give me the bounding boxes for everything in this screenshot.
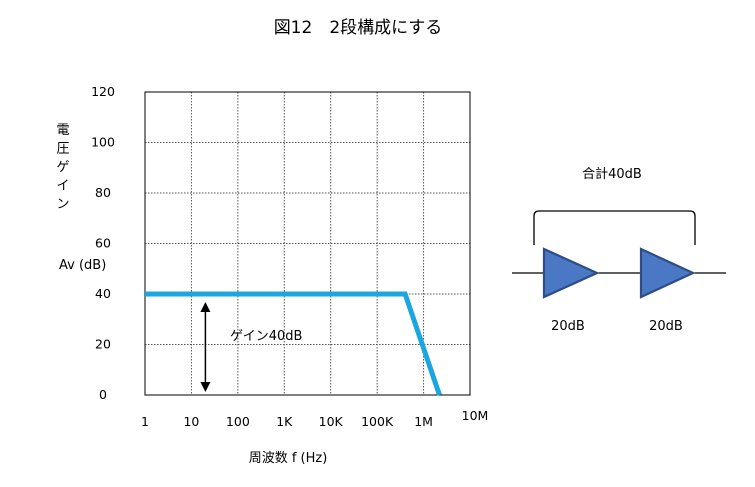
x-tick-label: 1M bbox=[414, 414, 433, 429]
series-line-gain bbox=[145, 291, 442, 396]
y-axis-label-char: イ bbox=[56, 179, 69, 194]
plot-area bbox=[144, 91, 471, 396]
arrow-head-up bbox=[200, 302, 211, 312]
y-tick-label: 0 bbox=[99, 387, 107, 402]
total-bracket bbox=[533, 210, 696, 245]
stage-2-gain-label: 20dB bbox=[649, 319, 683, 334]
x-tick-label: 1K bbox=[276, 414, 293, 429]
y-tick-label: 100 bbox=[91, 135, 115, 150]
x-tick-label: 100K bbox=[361, 414, 394, 429]
amplifier-diagram: 合計40dB 20dB 20dB bbox=[512, 166, 726, 334]
y-tick-label: 60 bbox=[95, 236, 111, 251]
x-tick-label: 1 bbox=[141, 414, 149, 429]
gain-annotation-label: ゲイン40dB bbox=[230, 329, 302, 344]
x-tick-label: 10M bbox=[462, 408, 489, 423]
series bbox=[145, 291, 442, 396]
arrow-head-down bbox=[200, 382, 211, 392]
gain-annotation: ゲイン40dB bbox=[200, 302, 302, 392]
grid bbox=[145, 92, 470, 395]
y-tick-label: 40 bbox=[95, 286, 111, 301]
figure-title: 図12 2段構成にする bbox=[274, 18, 443, 38]
y-tick-label: 120 bbox=[91, 84, 115, 99]
y-axis-label-char: ン bbox=[56, 197, 69, 212]
y-axis-label-char: ゲ bbox=[56, 160, 69, 175]
x-tick-labels: 1 10 100 1K 10K 100K 1M 10M bbox=[141, 408, 488, 429]
y-tick-label: 80 bbox=[95, 185, 111, 200]
x-tick-label: 10K bbox=[319, 414, 344, 429]
y-axis-unit: Av (dB) bbox=[59, 258, 106, 273]
stage-1-gain-label: 20dB bbox=[551, 319, 585, 334]
amplifier-stage-1 bbox=[542, 247, 600, 299]
total-gain-label: 合計40dB bbox=[582, 166, 642, 182]
y-axis-label-char: 圧 bbox=[56, 142, 69, 157]
x-axis-label: 周波数 f (Hz) bbox=[249, 451, 328, 466]
y-tick-label: 20 bbox=[95, 337, 111, 352]
y-tick-labels: 0 20 40 60 80 100 120 bbox=[91, 84, 115, 402]
y-axis-label-char: 電 bbox=[56, 123, 69, 138]
x-tick-label: 100 bbox=[226, 414, 250, 429]
x-tick-label: 10 bbox=[183, 414, 199, 429]
amplifier-stage-2 bbox=[639, 247, 696, 299]
